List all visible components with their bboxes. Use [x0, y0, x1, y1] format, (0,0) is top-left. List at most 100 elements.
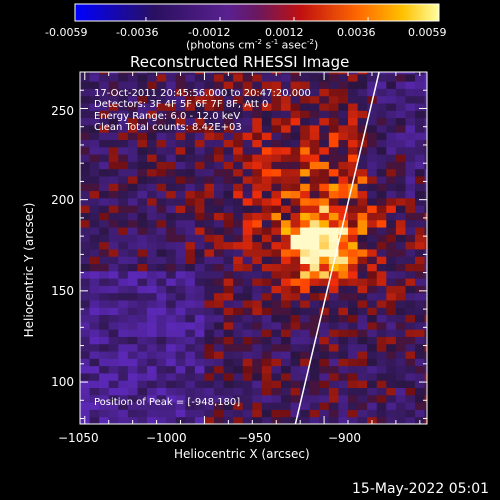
heatmap-cell	[252, 205, 263, 213]
heatmap-cell	[261, 110, 272, 119]
heatmap-cell	[127, 139, 138, 148]
heatmap-cell	[99, 409, 110, 418]
heatmap-cell	[214, 372, 225, 381]
heatmap-cell	[204, 132, 215, 140]
heatmap-cell	[185, 416, 196, 424]
heatmap-cell	[118, 256, 129, 265]
heatmap-cell	[271, 351, 282, 359]
heatmap-cell	[147, 81, 158, 89]
heatmap-cell	[309, 241, 320, 250]
heatmap-cell	[99, 227, 110, 235]
heatmap-cell	[328, 351, 339, 359]
heatmap-cell	[99, 175, 110, 184]
heatmap-cell	[233, 380, 244, 389]
heatmap-cell	[357, 183, 368, 192]
heatmap-cell	[223, 365, 234, 374]
heatmap-cell	[290, 183, 301, 192]
timestamp-footer: 15-May-2022 05:01	[352, 481, 490, 497]
heatmap-cell	[127, 124, 138, 133]
heatmap-cell	[194, 205, 205, 213]
heatmap-cell	[376, 175, 387, 184]
heatmap-cell	[252, 285, 263, 294]
heatmap-cell	[281, 248, 292, 257]
heatmap-cell	[80, 146, 91, 155]
heatmap-cell	[127, 227, 138, 235]
heatmap-cell	[204, 124, 215, 133]
heatmap-cell	[252, 263, 263, 272]
heatmap-cell	[252, 88, 263, 97]
heatmap-cell	[175, 168, 186, 177]
heatmap-cell	[367, 394, 378, 403]
heatmap-cell	[395, 168, 406, 177]
heatmap-cell	[80, 124, 91, 133]
heatmap-cell	[185, 95, 196, 104]
heatmap-cell	[242, 73, 253, 82]
heatmap-cell	[376, 72, 387, 75]
heatmap-cell	[204, 343, 215, 352]
heatmap-cell	[137, 314, 148, 323]
heatmap-cell	[348, 365, 359, 374]
heatmap-cell	[147, 248, 158, 257]
heatmap-cell	[147, 387, 158, 396]
heatmap-cell	[376, 132, 387, 140]
heatmap-cell	[204, 372, 215, 381]
heatmap-cell	[185, 117, 196, 126]
heatmap-cell	[214, 103, 225, 111]
heatmap-cell	[194, 197, 205, 206]
heatmap-cell	[127, 380, 138, 389]
heatmap-cell	[357, 314, 368, 323]
heatmap-cell	[300, 270, 311, 279]
heatmap-cell	[271, 81, 282, 89]
heatmap-cell	[108, 256, 119, 265]
heatmap-cell	[175, 110, 186, 119]
heatmap-cell	[166, 95, 177, 104]
heatmap-cell	[242, 248, 253, 257]
heatmap-cell	[281, 139, 292, 148]
heatmap-cell	[175, 139, 186, 148]
heatmap-cell	[108, 161, 119, 170]
heatmap-cell	[127, 183, 138, 192]
heatmap-cell	[175, 358, 186, 367]
heatmap-cell	[242, 146, 253, 155]
heatmap-cell	[367, 234, 378, 243]
heatmap-cell	[281, 402, 292, 410]
heatmap-cell	[118, 205, 129, 213]
heatmap-cell	[328, 154, 339, 162]
heatmap-cell	[281, 409, 292, 418]
heatmap-cell	[185, 256, 196, 265]
heatmap-cell	[118, 103, 129, 111]
heatmap-cell	[137, 248, 148, 257]
heatmap-cell	[300, 263, 311, 272]
heatmap-cell	[415, 351, 426, 359]
heatmap-cell	[99, 321, 110, 330]
heatmap-cell	[156, 372, 167, 381]
heatmap-cell	[127, 256, 138, 265]
heatmap-cell	[137, 416, 148, 424]
heatmap-cell	[99, 161, 110, 170]
heatmap-cell	[281, 154, 292, 162]
heatmap-cell	[194, 168, 205, 177]
heatmap-cell	[281, 227, 292, 235]
heatmap-cell	[261, 227, 272, 235]
heatmap-cell	[376, 139, 387, 148]
heatmap-cell	[214, 394, 225, 403]
heatmap-cell	[204, 394, 215, 403]
heatmap-cell	[156, 103, 167, 111]
heatmap-cell	[137, 358, 148, 367]
heatmap-cell	[108, 329, 119, 337]
heatmap-cell	[156, 248, 167, 257]
heatmap-cell	[156, 132, 167, 140]
heatmap-cell	[166, 329, 177, 337]
heatmap-cell	[348, 139, 359, 148]
heatmap-cell	[194, 183, 205, 192]
heatmap-cell	[185, 278, 196, 286]
heatmap-cell	[348, 154, 359, 162]
heatmap-cell	[137, 402, 148, 410]
heatmap-cell	[185, 183, 196, 192]
heatmap-cell	[290, 278, 301, 286]
heatmap-cell	[223, 314, 234, 323]
heatmap-cell	[261, 336, 272, 345]
heatmap-cell	[99, 241, 110, 250]
heatmap-cell	[156, 139, 167, 148]
heatmap-cell	[194, 278, 205, 286]
